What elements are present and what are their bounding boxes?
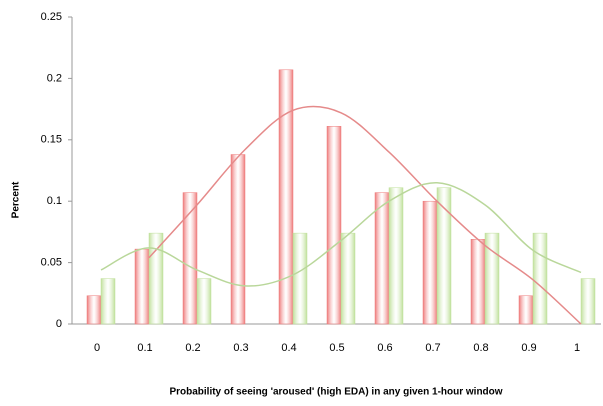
x-tick-label: 0.5 <box>329 342 344 354</box>
x-tick-label: 0.1 <box>137 342 152 354</box>
x-axis-title: Probability of seeing 'aroused' (high ED… <box>169 387 502 398</box>
x-tick-label: 0.9 <box>521 342 536 354</box>
trend-line <box>148 105 582 325</box>
bar <box>518 295 534 325</box>
bar <box>532 232 548 325</box>
bar <box>470 239 486 325</box>
bar <box>484 232 500 325</box>
bar <box>100 278 116 325</box>
bar <box>422 200 438 325</box>
bar <box>436 187 452 325</box>
trend-line <box>100 182 582 287</box>
bar <box>86 295 102 325</box>
x-tick-label: 1 <box>574 342 580 354</box>
x-tick-label: 0.8 <box>473 342 488 354</box>
x-tick-label: 0.4 <box>281 342 296 354</box>
bar <box>374 192 390 325</box>
bar <box>182 192 198 325</box>
x-tick-label: 0.7 <box>425 342 440 354</box>
bar <box>278 69 294 325</box>
y-tick-label: 0.2 <box>47 72 62 84</box>
y-tick-label: 0.25 <box>41 11 62 23</box>
x-tick-label: 0.3 <box>233 342 248 354</box>
y-tick-label: 0.1 <box>47 195 62 207</box>
bar <box>340 232 356 325</box>
x-tick-label: 0 <box>94 342 100 354</box>
bar <box>326 126 342 325</box>
y-tick-label: 0 <box>56 318 62 330</box>
y-tick-label: 0.15 <box>41 134 62 146</box>
bar <box>134 248 150 325</box>
bar <box>196 278 212 325</box>
x-tick-label: 0.2 <box>185 342 200 354</box>
bar <box>580 278 596 325</box>
bar <box>148 232 164 325</box>
y-axis-title: Percent <box>11 181 22 218</box>
y-tick-label: 0.05 <box>41 257 62 269</box>
bar <box>388 187 404 325</box>
x-tick-label: 0.6 <box>377 342 392 354</box>
bar <box>230 154 246 325</box>
bar <box>292 232 308 325</box>
